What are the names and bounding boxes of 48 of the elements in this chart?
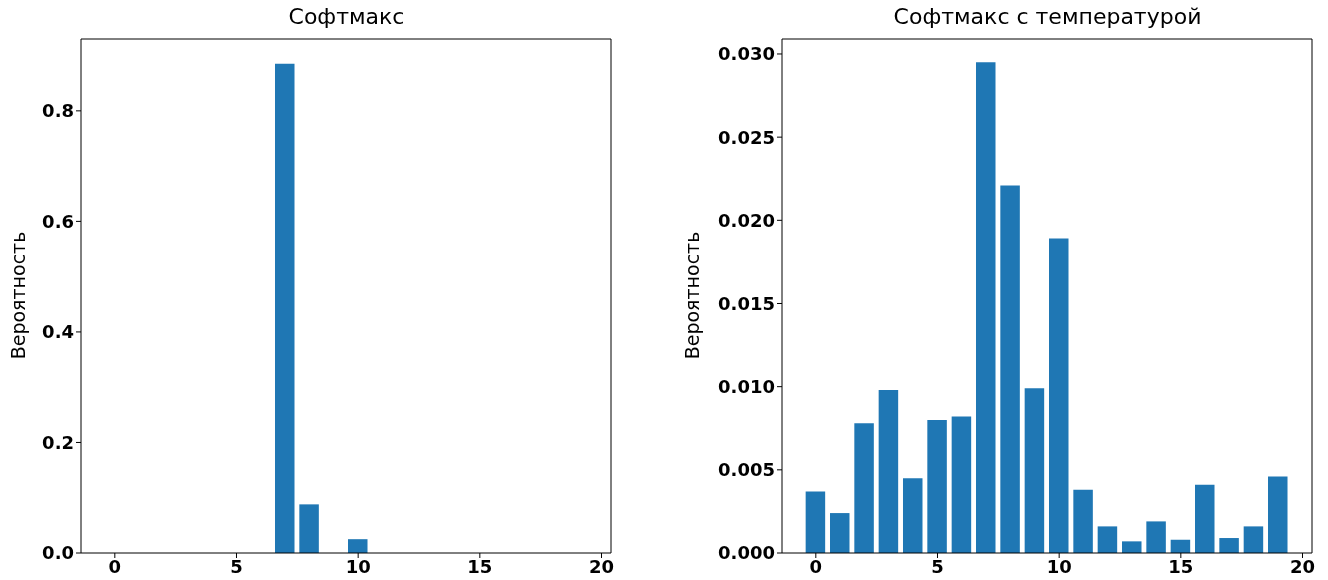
- y-tick-label: 0.4: [42, 321, 74, 343]
- y-tick-label: 0.0: [42, 542, 74, 564]
- bar: [1268, 476, 1288, 553]
- bar: [1049, 238, 1069, 553]
- bar: [1122, 541, 1142, 553]
- x-tick-label: 5: [931, 555, 944, 577]
- y-tick-label: 0.025: [718, 126, 775, 148]
- y-axis-title: Вероятность: [681, 231, 703, 360]
- bar: [1195, 484, 1215, 553]
- bar: [829, 513, 850, 553]
- y-tick-label: 0.000: [718, 542, 775, 564]
- x-tick-label: 5: [230, 555, 243, 577]
- chart-title: Софтмакс с температурой: [892, 4, 1203, 29]
- bar: [805, 491, 826, 553]
- bar: [1000, 185, 1020, 553]
- y-tick-label: 0.8: [42, 100, 74, 122]
- y-tick-label: 0.020: [718, 209, 775, 231]
- bar: [1146, 521, 1166, 553]
- bar: [878, 389, 899, 553]
- x-tick-label: 20: [588, 555, 615, 577]
- bar: [951, 416, 972, 553]
- bar: [275, 63, 295, 553]
- y-tick-label: 0.010: [718, 376, 775, 398]
- bar: [976, 62, 996, 553]
- x-tick-label: 0: [108, 555, 122, 577]
- bar: [854, 423, 874, 553]
- bar: [1097, 526, 1118, 553]
- y-tick-label: 0.030: [718, 43, 775, 65]
- bar: [299, 504, 319, 553]
- y-tick-label: 0.2: [42, 431, 74, 453]
- x-tick-label: 20: [1289, 555, 1316, 577]
- x-tick-label: 15: [1168, 555, 1194, 577]
- bar: [1243, 526, 1264, 553]
- bar: [1024, 388, 1045, 553]
- y-tick-label: 0.005: [718, 459, 775, 481]
- bar: [1219, 538, 1239, 553]
- x-tick-label: 15: [467, 555, 493, 577]
- x-tick-label: 0: [809, 555, 823, 577]
- x-tick-label: 10: [345, 555, 371, 577]
- bar: [927, 419, 947, 553]
- x-tick-label: 10: [1046, 555, 1072, 577]
- y-axis-title: Вероятность: [7, 231, 29, 360]
- bar: [902, 478, 923, 553]
- y-tick-label: 0.6: [42, 210, 74, 232]
- bar: [348, 539, 368, 553]
- chart-title: Софтмакс: [287, 4, 406, 29]
- y-tick-label: 0.015: [718, 292, 775, 314]
- bar: [1073, 489, 1093, 553]
